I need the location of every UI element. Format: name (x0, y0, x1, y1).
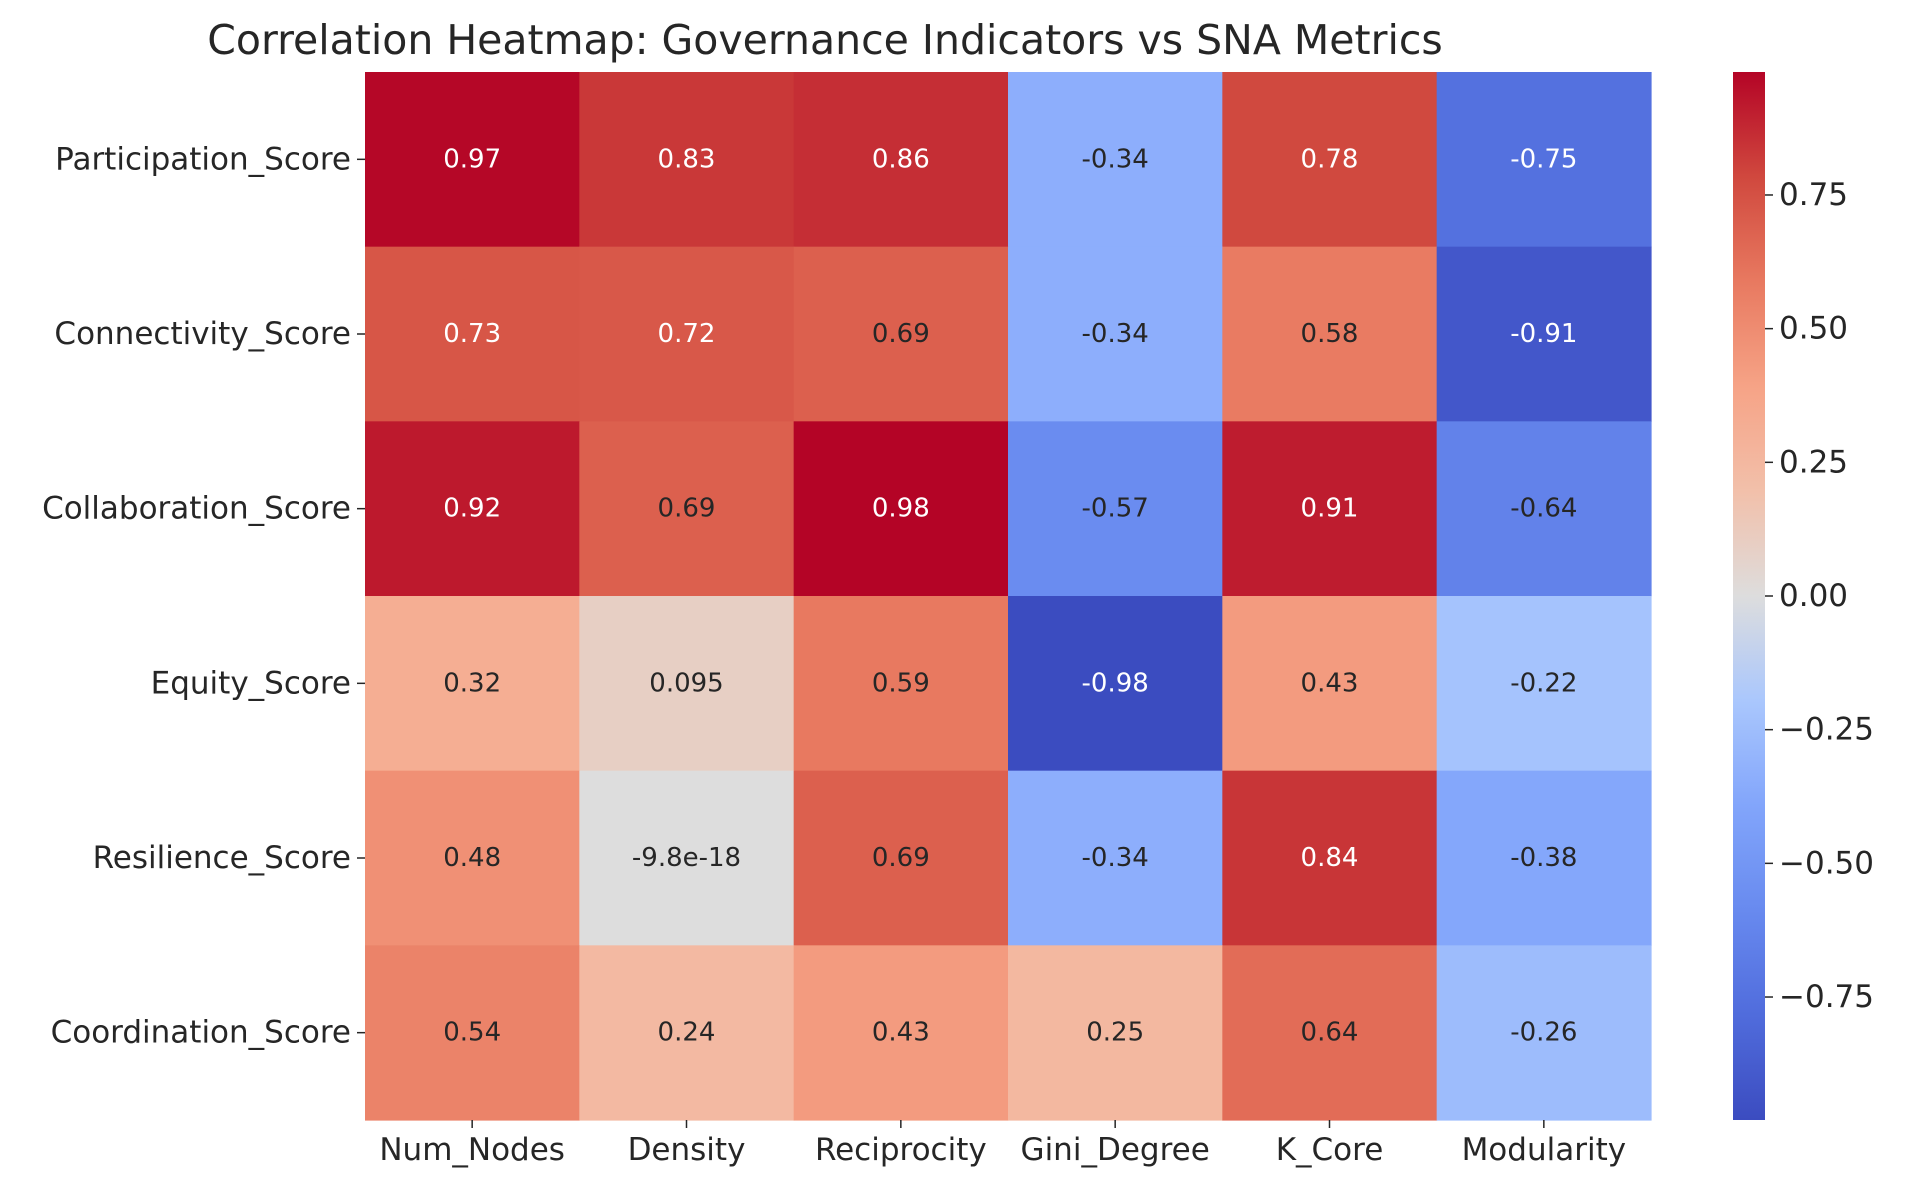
cell-value-label: 0.91 (1301, 494, 1359, 524)
heatmap-cell (793, 421, 1009, 597)
colorbar-tick-label: 0.50 (1779, 311, 1848, 347)
cell-value-label: 0.43 (872, 1018, 930, 1048)
heatmap-cell (1222, 596, 1438, 772)
cell-value-label: 0.54 (443, 1018, 501, 1048)
heatmap-cell (365, 770, 580, 946)
heatmap-cell (579, 770, 795, 946)
colorbar-tick-label: −0.25 (1779, 712, 1874, 748)
row-label: Resilience_Score (93, 840, 351, 876)
column-label: K_Core (1276, 1132, 1384, 1168)
cell-value-label: -0.38 (1510, 843, 1577, 873)
cell-value-label: 0.43 (1301, 668, 1359, 698)
colorbar: 0.75 0.50 0.25 0.00 −0.25 −0.50 −0.75 (1733, 72, 1874, 1120)
heatmap-cell (793, 770, 1009, 946)
cell-value-label: 0.98 (872, 494, 930, 524)
heatmap-cell (579, 596, 795, 772)
cell-value-label: 0.84 (1301, 843, 1359, 873)
cell-value-label: 0.69 (658, 494, 716, 524)
colorbar-gradient (1733, 72, 1765, 1120)
cell-value-label: -0.98 (1082, 668, 1149, 698)
column-label: Gini_Degree (1021, 1132, 1210, 1168)
heatmap-cell (1222, 945, 1438, 1121)
cell-value-label: 0.73 (443, 319, 501, 349)
heatmap-cell (365, 945, 580, 1121)
heatmap-cell (1436, 72, 1652, 248)
heatmap-cell (365, 596, 580, 772)
heatmap-cell (579, 72, 795, 248)
cell-value-label: 0.83 (658, 144, 716, 174)
heatmap-cell (793, 246, 1009, 422)
cell-value-label: -0.22 (1510, 668, 1577, 698)
heatmap-cell (1008, 72, 1223, 248)
cell-value-label: 0.58 (1301, 319, 1359, 349)
heatmap-cell (579, 246, 795, 422)
heatmap-cell (365, 72, 580, 248)
heatmap-cell (1008, 596, 1223, 772)
cell-value-label: -0.26 (1510, 1018, 1577, 1048)
cell-value-label: 0.48 (443, 843, 501, 873)
cell-value-label: 0.78 (1301, 144, 1359, 174)
colorbar-tick-label: 0.00 (1779, 578, 1848, 614)
heatmap-cells: 0.97 0.83 0.86 -0.34 0.78 -0.75 0.73 0.72 0.69 -0… (365, 72, 1652, 1121)
cell-value-label: -9.8e-18 (632, 843, 741, 873)
heatmap-cell (1222, 421, 1438, 597)
cell-value-label: 0.64 (1301, 1018, 1359, 1048)
chart-title: Correlation Heatmap: Governance Indicato… (207, 16, 1443, 64)
heatmap-cell (579, 421, 795, 597)
heatmap-cell (1436, 770, 1652, 946)
cell-value-label: 0.97 (443, 144, 501, 174)
row-label: Participation_Score (55, 141, 351, 177)
heatmap-cell (365, 421, 580, 597)
colorbar-tick-label: −0.50 (1779, 845, 1874, 881)
cell-value-label: 0.095 (649, 668, 723, 698)
cell-value-label: -0.34 (1082, 144, 1149, 174)
colorbar-tick-label: 0.25 (1779, 444, 1848, 480)
heatmap-cell (1222, 770, 1438, 946)
colorbar-tick-label: −0.75 (1779, 979, 1874, 1015)
heatmap-cell (793, 596, 1009, 772)
heatmap-cell (793, 945, 1009, 1121)
heatmap-cell (1436, 596, 1652, 772)
column-label: Modularity (1462, 1132, 1627, 1168)
row-label: Coordination_Score (51, 1015, 351, 1051)
column-labels: Num_Nodes Density Reciprocity Gini_Degree K_… (379, 1120, 1626, 1168)
cell-value-label: -0.75 (1510, 144, 1577, 174)
cell-value-label: 0.25 (1086, 1018, 1144, 1048)
cell-value-label: 0.69 (872, 319, 930, 349)
heatmap-cell (1436, 246, 1652, 422)
heatmap-cell (1008, 246, 1223, 422)
heatmap-cell (365, 246, 580, 422)
colorbar-tick-label: 0.75 (1779, 177, 1848, 213)
heatmap-cell (1008, 770, 1223, 946)
cell-value-label: 0.72 (658, 319, 716, 349)
cell-value-label: 0.59 (872, 668, 930, 698)
row-label: Collaboration_Score (42, 491, 351, 527)
cell-value-label: 0.24 (658, 1018, 716, 1048)
row-label: Connectivity_Score (54, 316, 351, 352)
heatmap-cell (1222, 72, 1438, 248)
cell-value-label: 0.69 (872, 843, 930, 873)
cell-value-label: -0.57 (1082, 494, 1149, 524)
row-label: Equity_Score (151, 665, 351, 701)
cell-value-label: -0.91 (1510, 319, 1577, 349)
heatmap-cell (1436, 421, 1652, 597)
cell-value-label: 0.32 (443, 668, 501, 698)
cell-value-label: -0.34 (1082, 843, 1149, 873)
column-label: Density (628, 1132, 746, 1168)
cell-value-label: 0.86 (872, 144, 930, 174)
cell-value-label: -0.64 (1510, 494, 1577, 524)
heatmap-cell (579, 945, 795, 1121)
column-label: Reciprocity (815, 1132, 987, 1168)
heatmap-cell (1008, 421, 1223, 597)
cell-value-label: 0.92 (443, 494, 501, 524)
column-label: Num_Nodes (379, 1132, 565, 1168)
heatmap-cell (1222, 246, 1438, 422)
row-labels: Participation_Score Connectivity_Score Col… (42, 141, 365, 1051)
heatmap-cell (793, 72, 1009, 248)
heatmap-cell (1008, 945, 1223, 1121)
heatmap-cell (1436, 945, 1652, 1121)
cell-value-label: -0.34 (1082, 319, 1149, 349)
